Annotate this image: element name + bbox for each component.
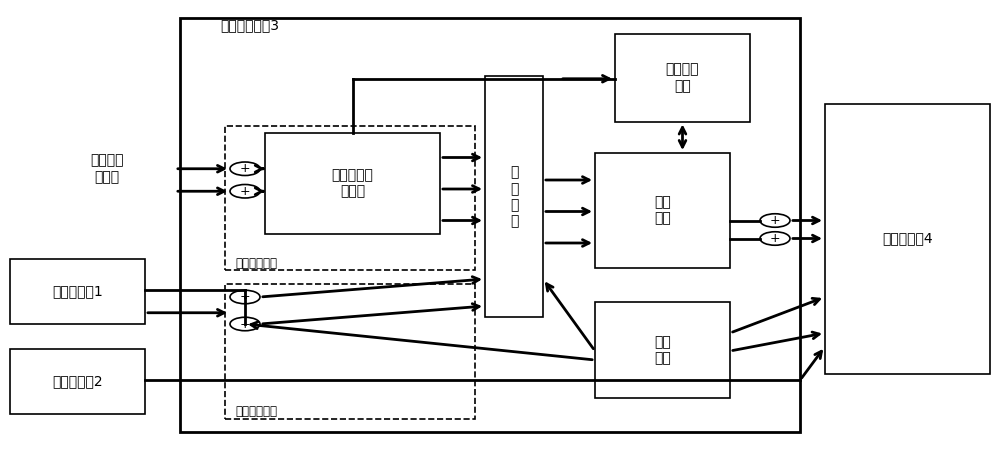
Text: +: + xyxy=(240,162,250,175)
Text: 直流电压源1: 直流电压源1 xyxy=(52,284,103,298)
FancyBboxPatch shape xyxy=(10,259,145,324)
Text: 保护
模块: 保护 模块 xyxy=(654,335,671,365)
FancyBboxPatch shape xyxy=(485,76,543,317)
Text: 充电专用回路: 充电专用回路 xyxy=(235,257,277,270)
Text: 计量
模块: 计量 模块 xyxy=(654,195,671,225)
Text: +: + xyxy=(240,185,250,198)
FancyBboxPatch shape xyxy=(225,284,475,418)
Text: 直流电流源2: 直流电流源2 xyxy=(52,374,103,388)
Text: 直流电能表4: 直流电能表4 xyxy=(882,231,933,246)
Text: 交流电能
输入口: 交流电能 输入口 xyxy=(90,153,124,184)
Text: +: + xyxy=(240,291,250,303)
Text: 非车载充电机3: 非车载充电机3 xyxy=(220,18,279,32)
FancyBboxPatch shape xyxy=(825,104,990,374)
FancyBboxPatch shape xyxy=(265,133,440,234)
Text: 整流斩波控
制模块: 整流斩波控 制模块 xyxy=(332,168,373,198)
FancyBboxPatch shape xyxy=(180,18,800,432)
FancyBboxPatch shape xyxy=(10,349,145,414)
Text: +: + xyxy=(770,214,780,227)
Text: 采集交互
终端: 采集交互 终端 xyxy=(666,63,699,93)
FancyBboxPatch shape xyxy=(595,302,730,398)
FancyBboxPatch shape xyxy=(615,34,750,122)
Text: +: + xyxy=(770,232,780,245)
Text: 测试专用回路: 测试专用回路 xyxy=(235,405,277,418)
FancyBboxPatch shape xyxy=(595,153,730,268)
Text: +: + xyxy=(240,318,250,330)
FancyBboxPatch shape xyxy=(225,126,475,270)
Text: 切
换
开
关: 切 换 开 关 xyxy=(510,166,518,228)
